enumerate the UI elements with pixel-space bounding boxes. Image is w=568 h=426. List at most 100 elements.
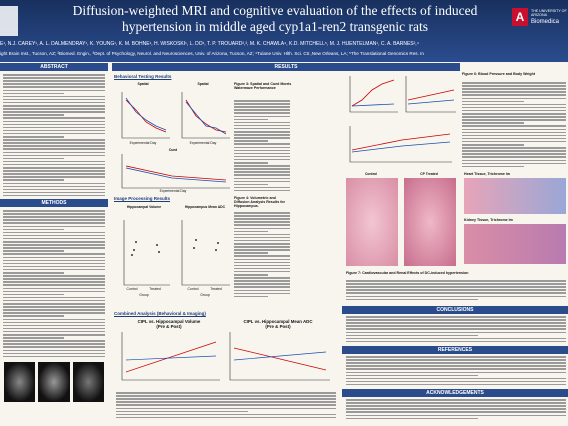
text-line	[346, 337, 566, 340]
text-line	[3, 299, 105, 302]
text-line	[3, 312, 105, 314]
text-line	[346, 295, 566, 298]
text-line	[234, 121, 290, 124]
chart-title: CIPL vs. Hippocampal Volume (Pre & Post)	[116, 319, 222, 329]
image-label: Control	[364, 172, 378, 176]
text-line	[3, 309, 105, 311]
text-line	[3, 262, 105, 265]
text-line	[116, 410, 248, 413]
text-line	[234, 189, 290, 192]
text-line	[3, 256, 105, 259]
text-line	[234, 155, 290, 158]
text-line	[346, 417, 478, 420]
text-line	[346, 280, 566, 282]
text-line	[3, 296, 105, 299]
text-line	[3, 89, 105, 92]
text-line	[462, 106, 566, 109]
text-line	[346, 380, 566, 383]
text-line	[3, 176, 105, 178]
text-line	[3, 157, 65, 160]
text-line	[116, 392, 336, 394]
bp-charts	[349, 76, 456, 163]
text-line	[3, 281, 105, 283]
text-line	[3, 259, 105, 262]
figure-caption: Figure 4: Volumetric and Diffusion Analy…	[234, 196, 285, 208]
text-line	[3, 117, 105, 119]
text-line	[346, 405, 566, 407]
text-line	[234, 286, 290, 288]
text-line	[346, 399, 566, 401]
text-line	[3, 346, 105, 348]
text-line	[234, 162, 268, 164]
text-line	[346, 359, 566, 361]
text-line	[3, 154, 105, 157]
text-line	[462, 134, 566, 137]
text-line	[234, 221, 290, 223]
text-line	[3, 194, 105, 197]
text-line	[234, 177, 290, 180]
chart-title: Spatial	[137, 82, 149, 86]
text-line	[346, 319, 566, 321]
text-line	[234, 218, 290, 220]
text-line	[3, 284, 105, 286]
chart-title: Hippocampus Mean ADC	[184, 205, 226, 209]
text-line	[346, 365, 566, 367]
text-line	[346, 331, 566, 334]
text-line	[346, 328, 566, 330]
text-line	[234, 134, 290, 136]
text-line	[3, 80, 105, 82]
text-line	[234, 115, 290, 118]
text-line	[234, 180, 290, 183]
text-line	[3, 225, 105, 228]
text-line	[3, 231, 105, 234]
text-line	[462, 113, 566, 115]
x-tick-label: Treated	[149, 287, 161, 291]
text-line	[3, 290, 105, 293]
text-line	[3, 306, 105, 308]
text-line	[234, 243, 290, 245]
text-line	[462, 165, 525, 168]
text-line	[3, 250, 65, 252]
text-line	[3, 92, 65, 95]
text-line	[462, 91, 566, 93]
text-line	[3, 129, 105, 132]
text-line	[3, 170, 105, 172]
section-header: METHODS	[0, 199, 108, 207]
text-line	[234, 100, 290, 102]
subheading: Image Processing Results	[114, 196, 171, 201]
chart-graphics	[121, 92, 330, 381]
text-line	[3, 222, 105, 224]
text-line	[3, 98, 105, 101]
text-line	[3, 188, 105, 191]
text-line	[234, 277, 290, 279]
text-line	[234, 236, 290, 239]
text-line	[3, 142, 105, 144]
text-line	[3, 253, 105, 255]
text-line	[234, 146, 290, 149]
subheading: Behavioral Testing Results	[114, 74, 172, 79]
text-line	[3, 191, 105, 194]
x-axis-label: Group	[139, 293, 149, 297]
text-line	[346, 414, 566, 417]
text-line	[234, 255, 290, 257]
section-header: ACKNOWLEDGEMENTS	[342, 389, 568, 397]
chart-title: CIPL vs. Hippocampal Mean ADC (Pre & Post…	[224, 319, 332, 329]
text-line	[234, 261, 290, 264]
mri-images	[4, 362, 104, 402]
text-line	[3, 126, 105, 129]
x-tick-label: Treated	[210, 287, 222, 291]
text-line	[234, 274, 268, 276]
text-line	[3, 334, 105, 336]
tissue-image	[404, 178, 456, 266]
logo-text: THE UNIVERSITY OF ARIZONA	[531, 9, 567, 17]
text-line	[3, 163, 105, 166]
affiliations: ight Brain Inst., Tucson, AZ; ²Biomed. E…	[0, 51, 424, 56]
text-line	[462, 100, 525, 103]
text-line	[3, 268, 105, 271]
text-line	[3, 185, 105, 188]
text-line	[346, 298, 478, 301]
text-line	[3, 219, 105, 221]
tissue-image	[346, 178, 398, 266]
text-line	[3, 318, 105, 321]
text-line	[234, 112, 290, 114]
